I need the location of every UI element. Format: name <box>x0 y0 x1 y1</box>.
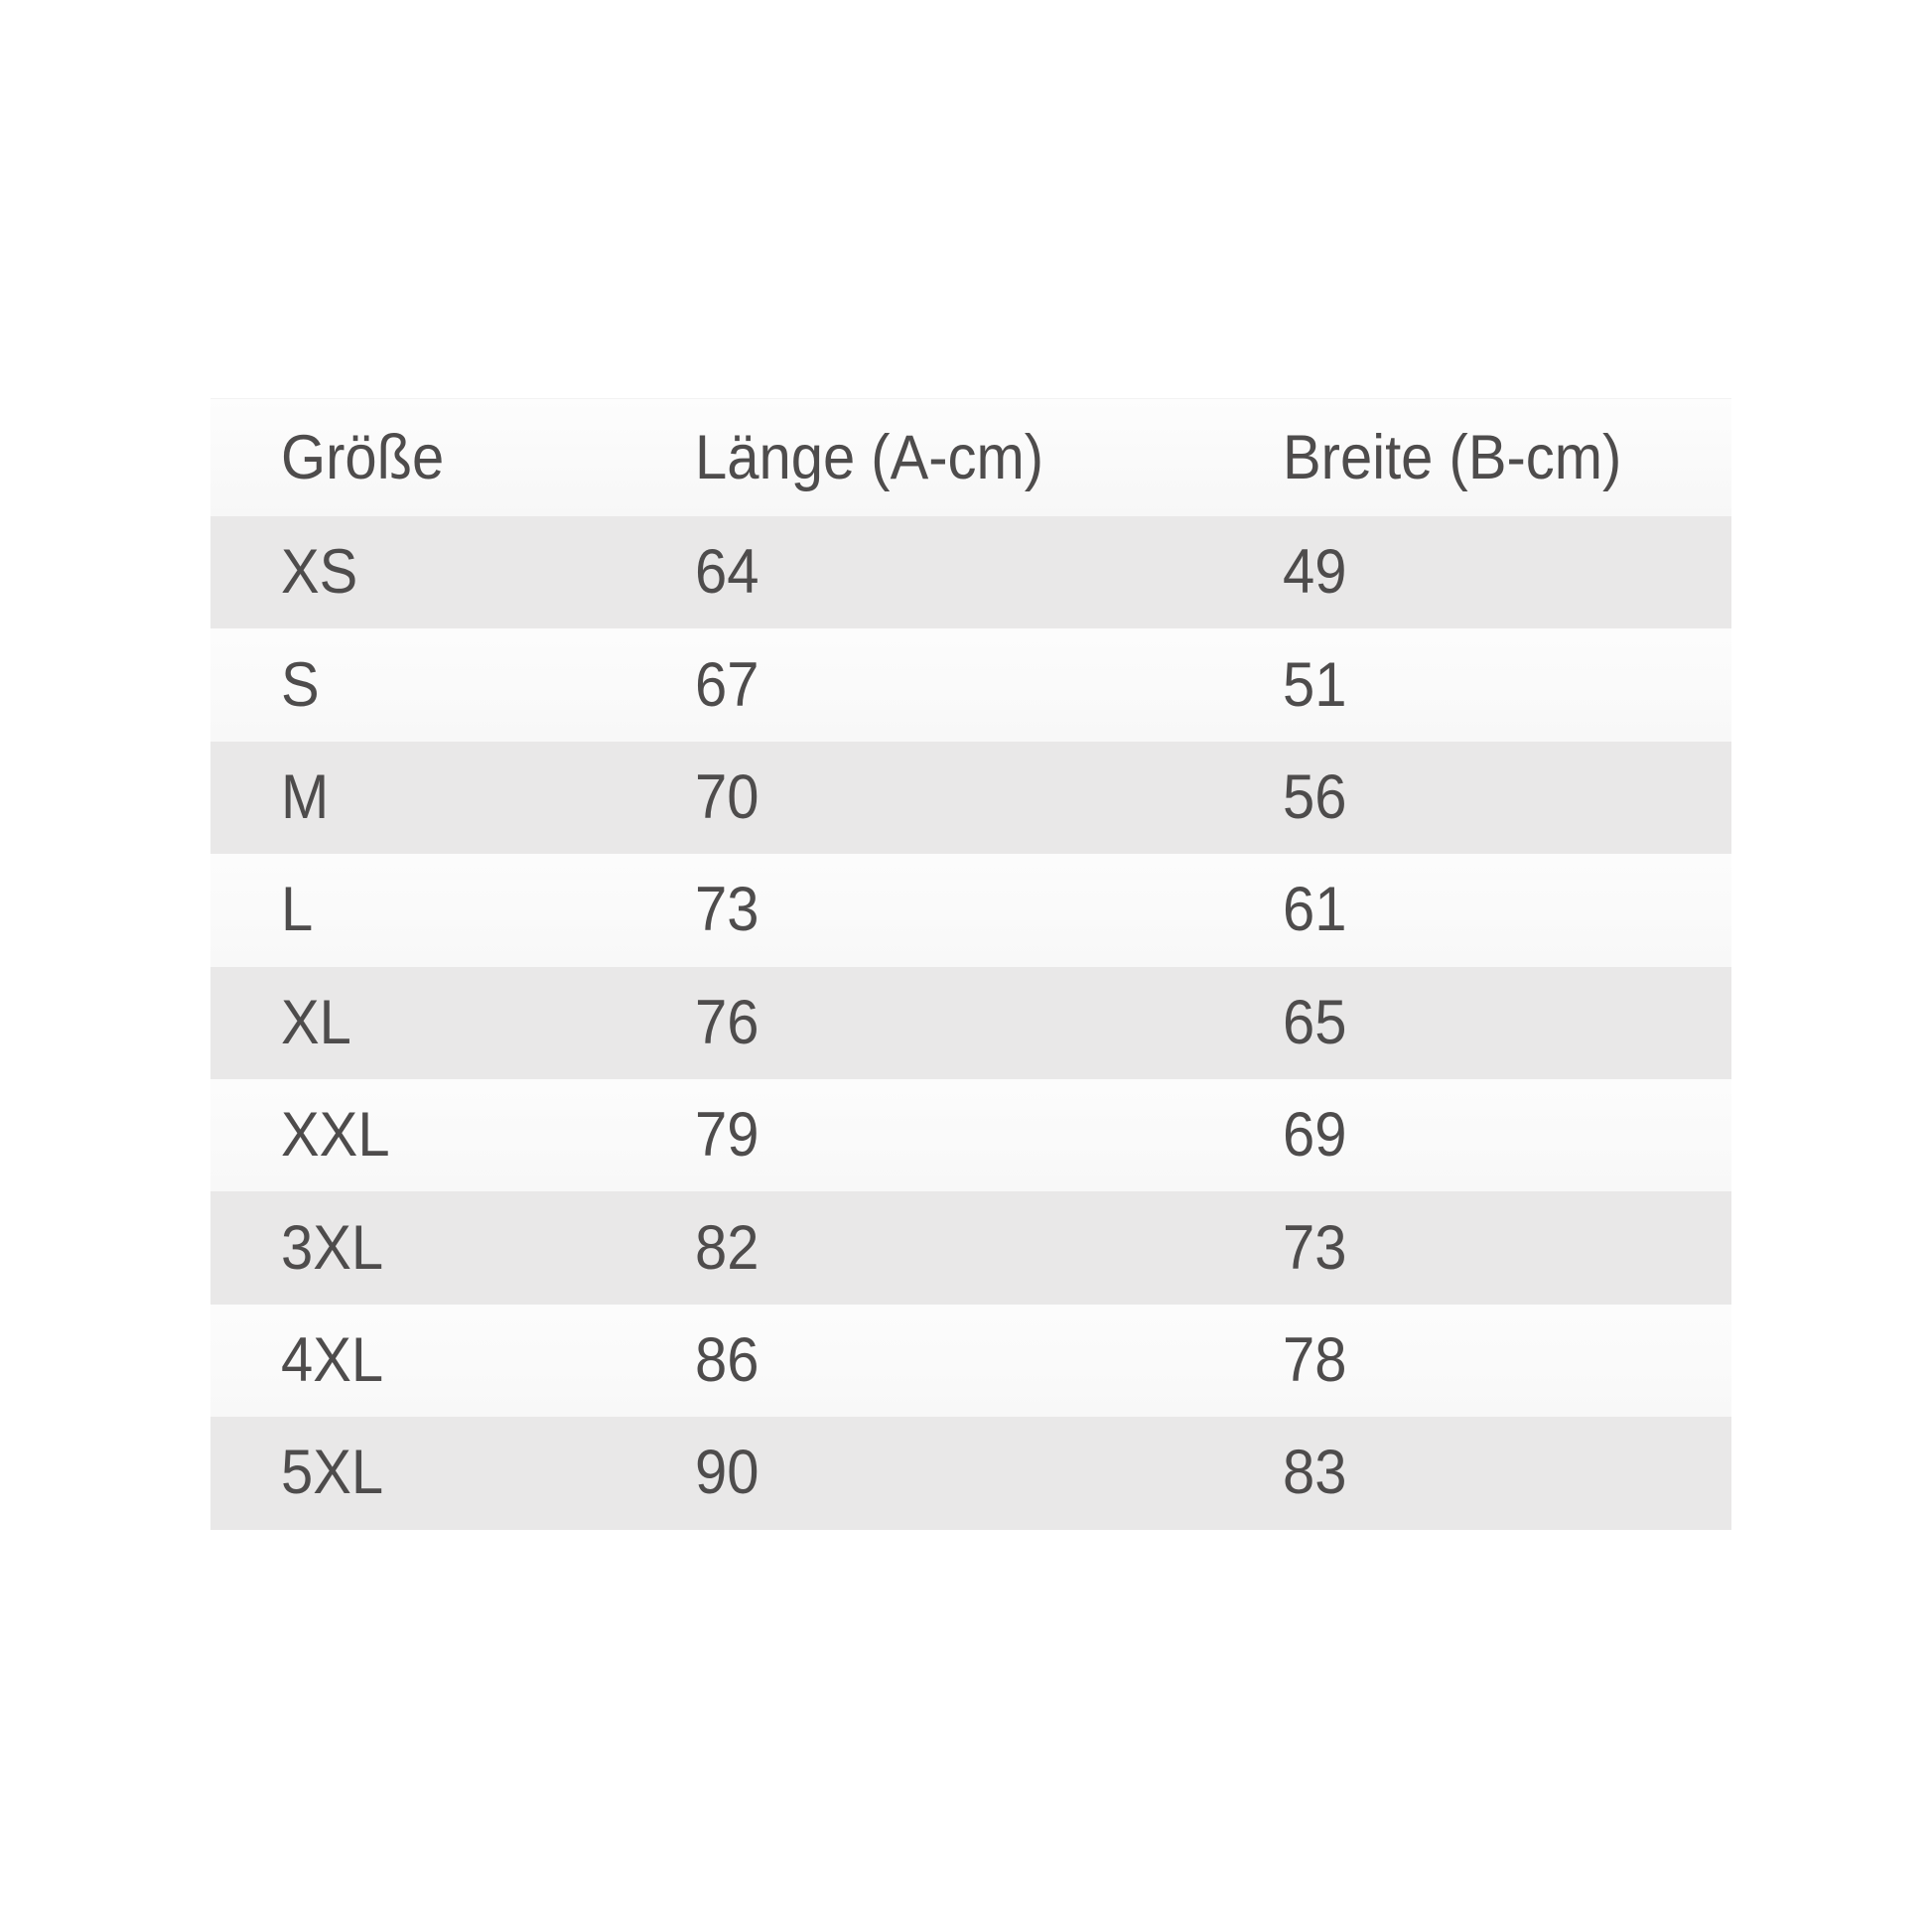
column-header-width: Breite (B-cm) <box>1283 422 1731 492</box>
width-cell: 69 <box>1283 1104 1731 1167</box>
size-cell: M <box>281 761 695 832</box>
table-row: S 67 51 <box>210 628 1731 742</box>
length-value: 82 <box>695 1212 759 1283</box>
table-row: M 70 56 <box>210 741 1731 855</box>
length-value: 76 <box>695 987 759 1057</box>
length-value: 90 <box>695 1438 759 1508</box>
size-cell: XL <box>281 987 695 1057</box>
width-value: 69 <box>1283 1100 1347 1171</box>
length-value: 73 <box>695 875 759 945</box>
size-cell: 5XL <box>281 1442 695 1504</box>
size-value: 4XL <box>281 1324 384 1395</box>
width-value: 78 <box>1283 1324 1347 1395</box>
column-header-width-label: Breite (B-cm) <box>1283 422 1622 492</box>
width-value: 49 <box>1283 537 1347 608</box>
size-cell: 4XL <box>281 1324 695 1395</box>
table-row: XS 64 49 <box>210 516 1731 629</box>
size-value: M <box>281 761 330 832</box>
length-cell: 67 <box>695 649 1283 720</box>
width-cell: 61 <box>1283 879 1731 941</box>
size-cell: XS <box>281 541 695 604</box>
length-cell: 79 <box>695 1104 1283 1167</box>
size-cell: XXL <box>281 1104 695 1167</box>
size-cell: L <box>281 879 695 941</box>
size-value: XS <box>281 537 358 608</box>
width-value: 73 <box>1283 1212 1347 1283</box>
length-cell: 90 <box>695 1442 1283 1504</box>
length-value: 79 <box>695 1100 759 1171</box>
width-cell: 49 <box>1283 541 1731 604</box>
table-header-row: Größe Länge (A-cm) Breite (B-cm) <box>210 399 1731 516</box>
size-value: 3XL <box>281 1212 384 1283</box>
table-row: 3XL 82 73 <box>210 1191 1731 1305</box>
table-row: 5XL 90 83 <box>210 1417 1731 1530</box>
table-row: 4XL 86 78 <box>210 1304 1731 1418</box>
width-value: 65 <box>1283 987 1347 1057</box>
table-row: XXL 79 69 <box>210 1078 1731 1192</box>
length-value: 70 <box>695 761 759 832</box>
width-cell: 83 <box>1283 1442 1731 1504</box>
length-cell: 86 <box>695 1324 1283 1395</box>
table-row: L 73 61 <box>210 854 1731 967</box>
width-cell: 65 <box>1283 987 1731 1057</box>
width-cell: 51 <box>1283 649 1731 720</box>
length-cell: 70 <box>695 761 1283 832</box>
size-chart-table: Größe Länge (A-cm) Breite (B-cm) XS 64 4… <box>210 398 1731 1530</box>
size-cell: S <box>281 649 695 720</box>
size-value: XXL <box>281 1100 390 1171</box>
width-value: 83 <box>1283 1438 1347 1508</box>
table-body: XS 64 49 S 67 51 M 70 56 L 73 61 XL <box>210 516 1731 1530</box>
size-value: L <box>281 875 314 945</box>
size-cell: 3XL <box>281 1212 695 1283</box>
column-header-size: Größe <box>281 422 695 492</box>
column-header-size-label: Größe <box>281 422 445 492</box>
length-value: 64 <box>695 537 759 608</box>
width-cell: 73 <box>1283 1212 1731 1283</box>
width-value: 51 <box>1283 649 1347 720</box>
table-row: XL 76 65 <box>210 966 1731 1079</box>
width-cell: 78 <box>1283 1324 1731 1395</box>
column-header-length-label: Länge (A-cm) <box>695 422 1044 492</box>
length-cell: 64 <box>695 541 1283 604</box>
width-value: 56 <box>1283 761 1347 832</box>
length-cell: 76 <box>695 987 1283 1057</box>
width-value: 61 <box>1283 875 1347 945</box>
size-value: S <box>281 649 320 720</box>
size-value: XL <box>281 987 351 1057</box>
length-cell: 73 <box>695 879 1283 941</box>
width-cell: 56 <box>1283 761 1731 832</box>
length-value: 67 <box>695 649 759 720</box>
length-value: 86 <box>695 1324 759 1395</box>
length-cell: 82 <box>695 1212 1283 1283</box>
size-value: 5XL <box>281 1438 384 1508</box>
column-header-length: Länge (A-cm) <box>695 422 1283 492</box>
